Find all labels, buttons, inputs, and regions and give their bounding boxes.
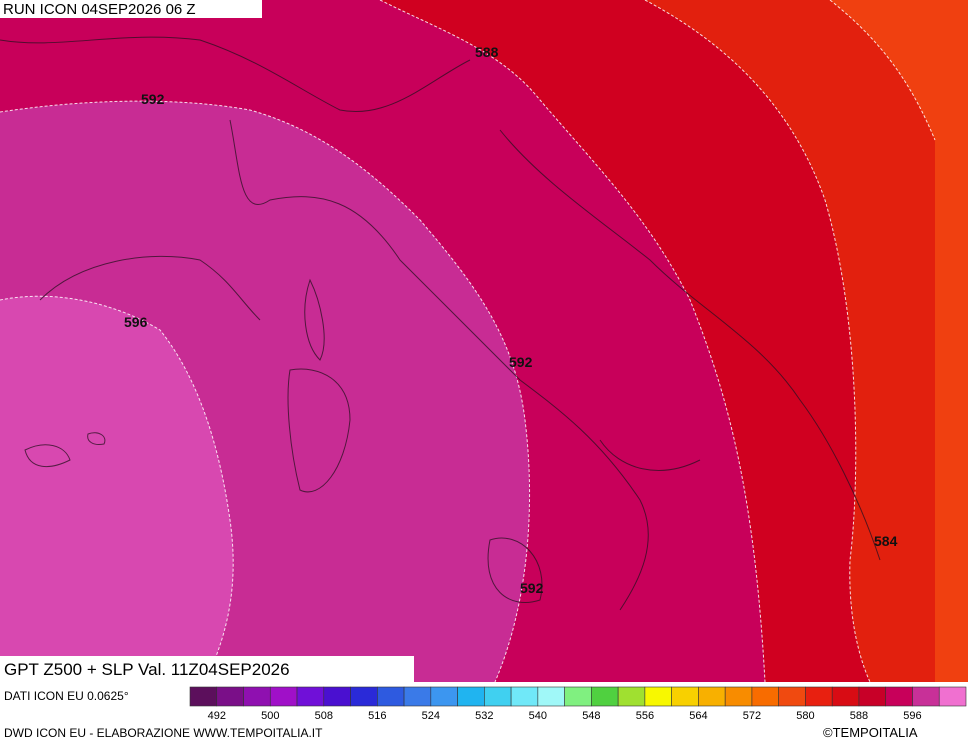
contour-label: 592	[509, 354, 533, 370]
caption-title: GPT Z500 + SLP Val. 11Z04SEP2026	[4, 660, 290, 679]
colorbar-tick-label: 508	[315, 710, 333, 722]
run-label: RUN ICON 04SEP2026 06 Z	[3, 1, 196, 18]
coastline	[0, 36, 881, 611]
colorbar-box	[269, 686, 298, 707]
credit: DWD ICON EU - ELABORAZIONE WWW.TEMPOITAL…	[4, 726, 323, 740]
colorbar-tick-label: 492	[208, 710, 226, 722]
colorbar-box	[831, 686, 860, 707]
colorbar-box	[430, 686, 458, 707]
colorbar-box	[938, 686, 967, 707]
colorbar-tick-label: 524	[422, 710, 440, 722]
colorbar-box	[778, 686, 806, 707]
colorbar-tick-label: 500	[261, 710, 279, 722]
colorbar-box	[751, 686, 779, 707]
colorbar-box	[724, 686, 753, 707]
colorbar-box	[296, 686, 325, 707]
colorbar-tick-label: 564	[689, 710, 707, 722]
colorbar-tick-label: 588	[850, 710, 868, 722]
colorbar-box	[216, 686, 244, 707]
colorbar-box	[350, 686, 378, 707]
colorbar-box	[617, 686, 646, 707]
colorbar-box	[698, 686, 726, 707]
colorbar: 492 500 508 516 524 532 540 548 556 564 572 580 588 5…	[189, 686, 967, 722]
map	[0, 0, 968, 683]
contour-label: 592	[520, 580, 544, 596]
colorbar-tick-label: 596	[903, 710, 921, 722]
colorbar-box	[457, 686, 485, 707]
source-label: DATI ICON EU 0.0625°	[4, 689, 129, 703]
caption-box	[0, 656, 414, 682]
colorbar-box	[189, 686, 218, 707]
colorbar-box	[591, 686, 619, 707]
contour-label: 588	[475, 44, 499, 60]
colorbar-tick-label: 556	[636, 710, 654, 722]
colorbar-box	[805, 686, 833, 707]
colorbar-box	[510, 686, 539, 707]
contour-label: 584	[874, 533, 898, 549]
colorbar-box	[885, 686, 913, 707]
contour-line	[644, 0, 871, 683]
colorbar-tick-label: 580	[796, 710, 814, 722]
colorbar-tick-label: 532	[475, 710, 493, 722]
colorbar-tick-label: 516	[368, 710, 386, 722]
colorbar-tick-label: 572	[743, 710, 761, 722]
contour-label: 596	[124, 314, 148, 330]
colorbar-box	[564, 686, 592, 707]
contour-line	[829, 0, 936, 141]
colorbar-box	[377, 686, 405, 707]
colorbar-box	[858, 686, 887, 707]
zone-596	[0, 296, 234, 682]
colorbar-tick-label: 548	[582, 710, 600, 722]
colorbar-tick-label: 540	[529, 710, 547, 722]
colorbar-box	[537, 686, 565, 707]
copyright: ©TEMPOITALIA	[823, 725, 918, 740]
contour-line	[0, 295, 234, 683]
colorbar-box	[323, 686, 351, 707]
contour-label: 592	[141, 91, 165, 107]
colorbar-box	[671, 686, 699, 707]
colorbar-box	[484, 686, 512, 707]
colorbar-box	[403, 686, 432, 707]
contour-line	[379, 0, 766, 683]
colorbar-box	[912, 686, 940, 707]
colorbar-box	[644, 686, 672, 707]
contour-line	[0, 100, 531, 683]
colorbar-box	[243, 686, 271, 707]
island	[24, 278, 543, 603]
run-box	[0, 0, 262, 18]
